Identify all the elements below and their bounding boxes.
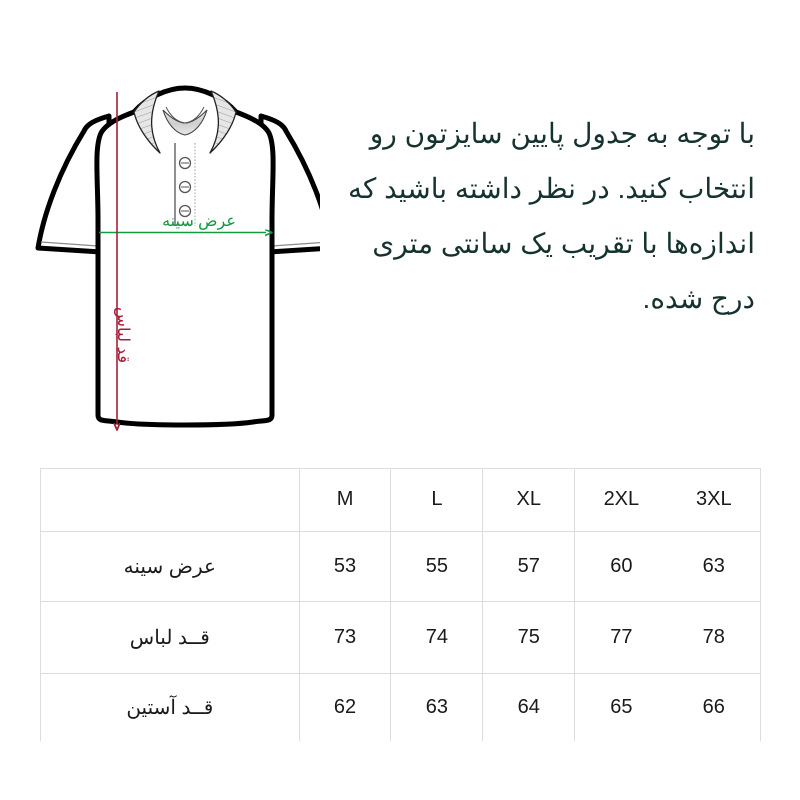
svg-text:قد لباس: قد لباس: [113, 307, 132, 363]
svg-text:عرض سینه: عرض سینه: [162, 213, 236, 230]
